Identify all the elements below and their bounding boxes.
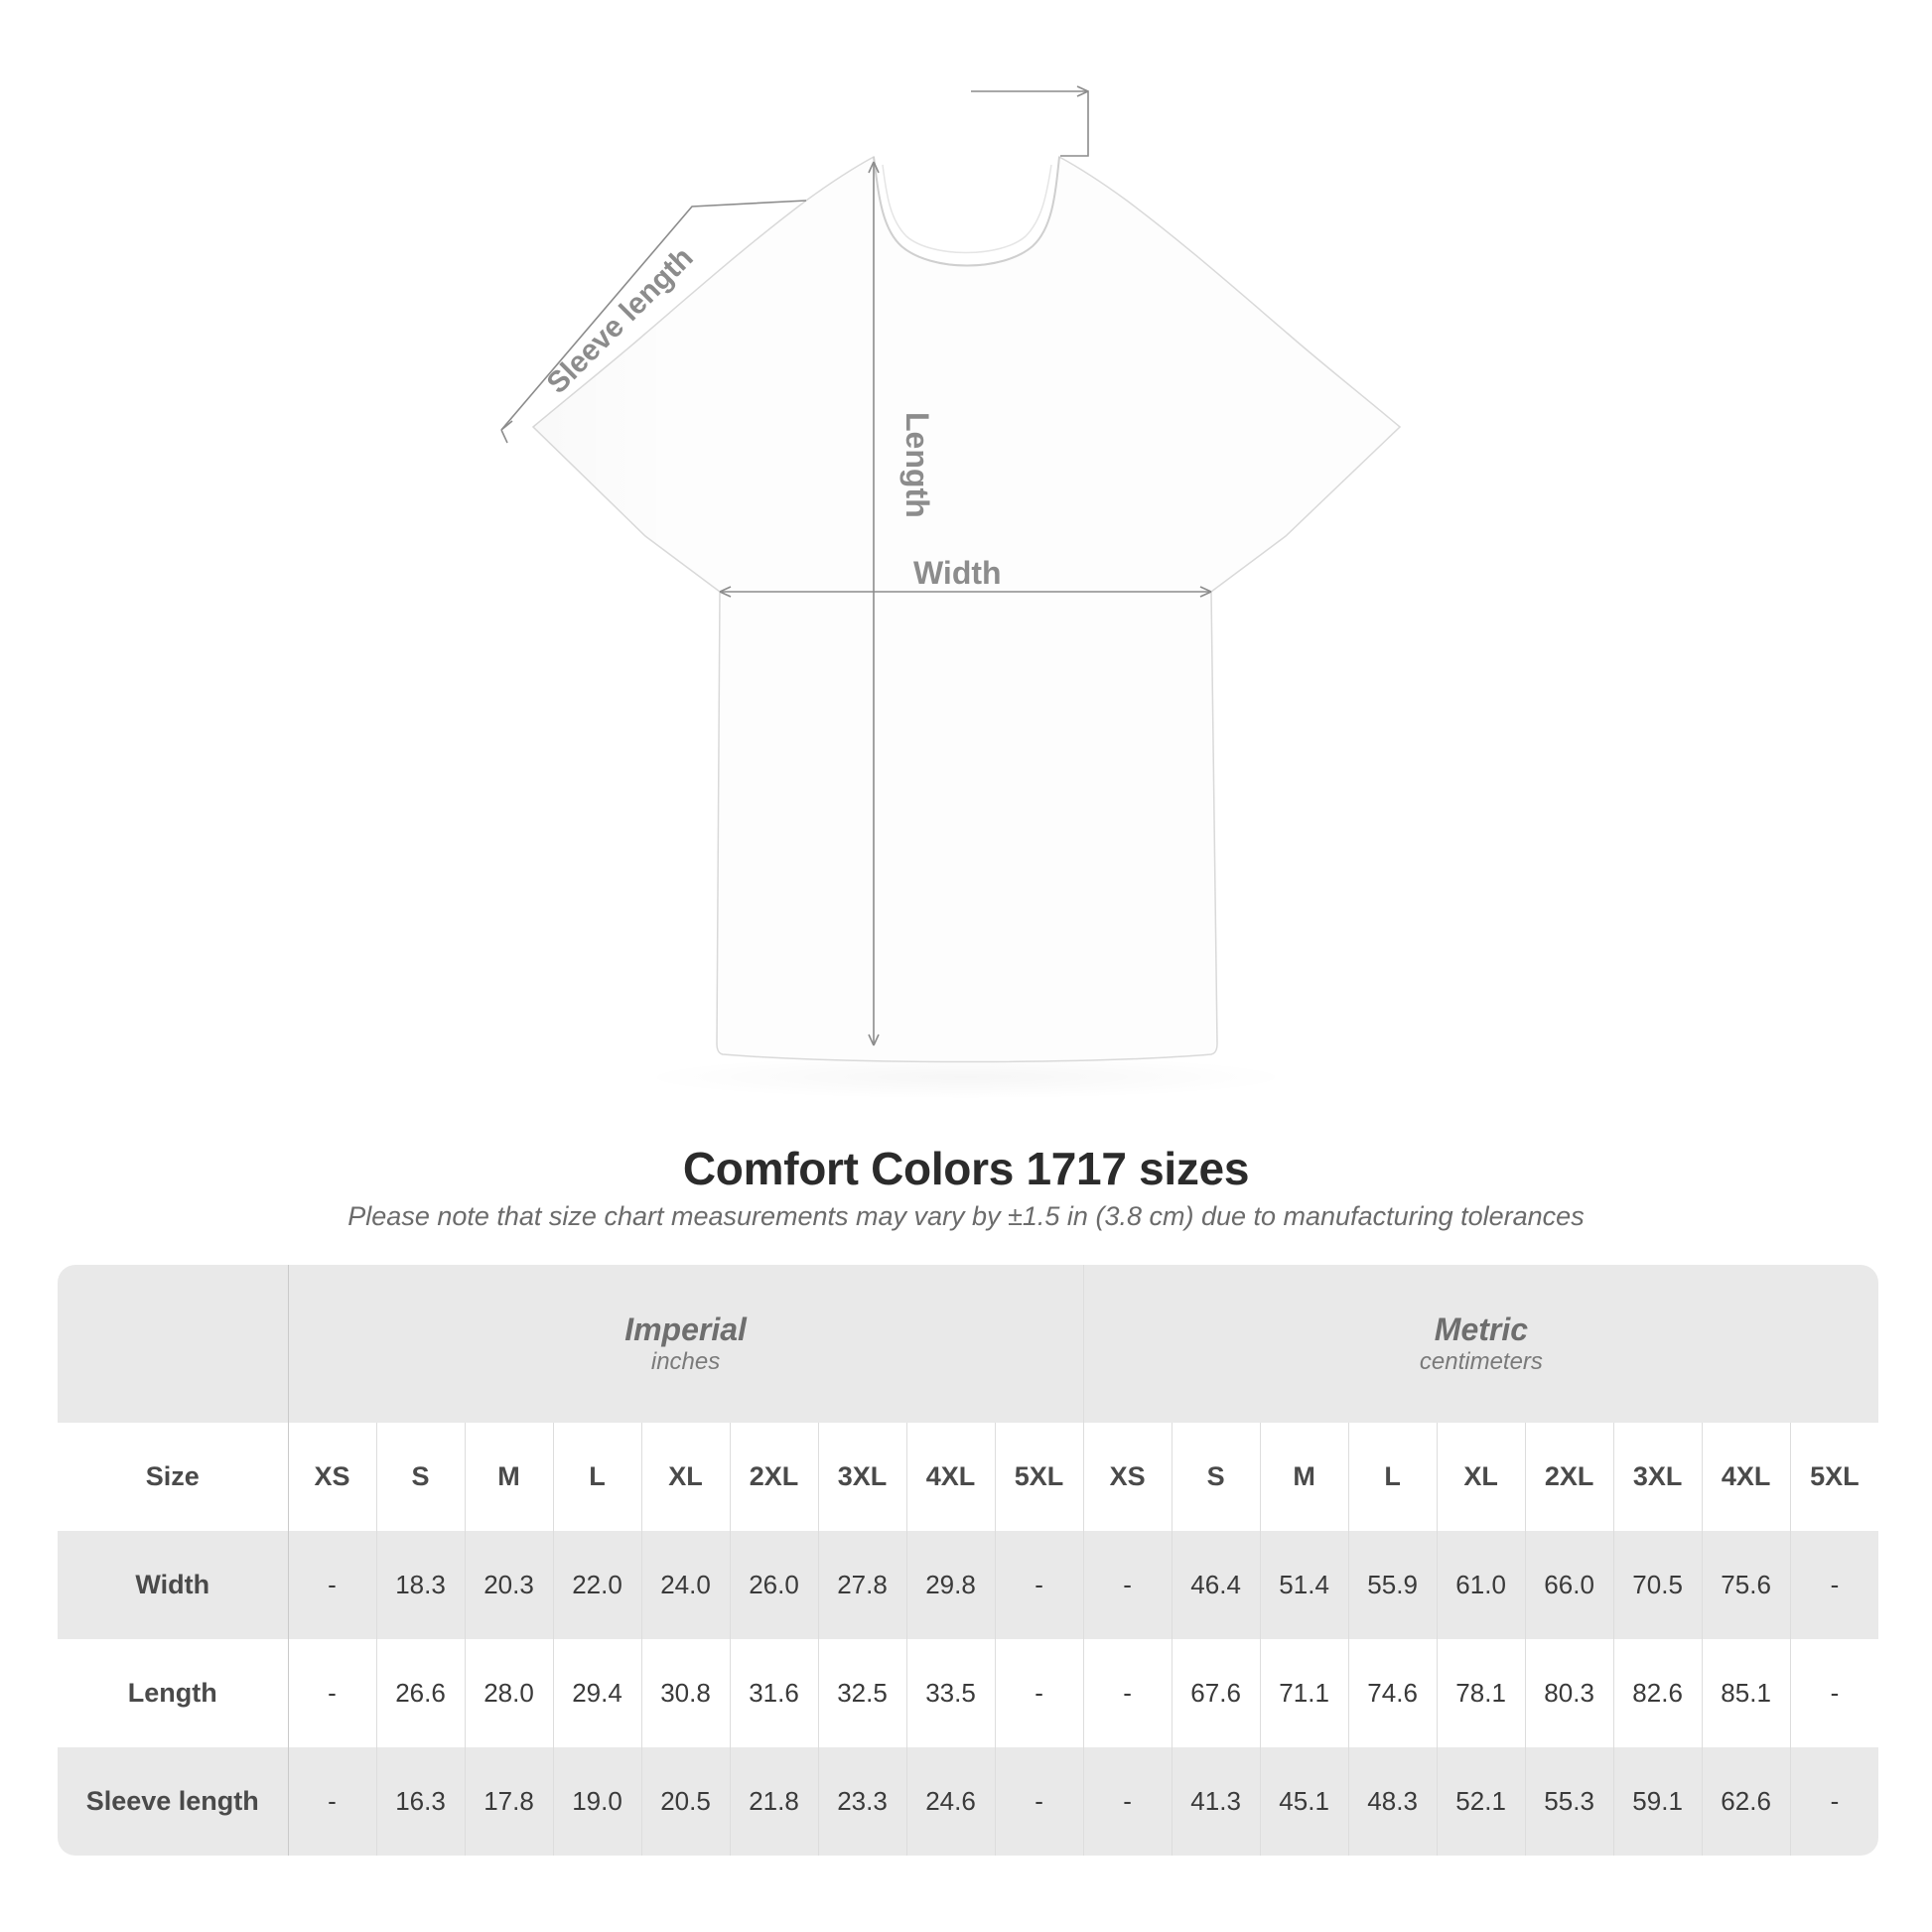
svg-text:Width: Width bbox=[913, 555, 1002, 591]
svg-text:Length: Length bbox=[899, 412, 935, 518]
